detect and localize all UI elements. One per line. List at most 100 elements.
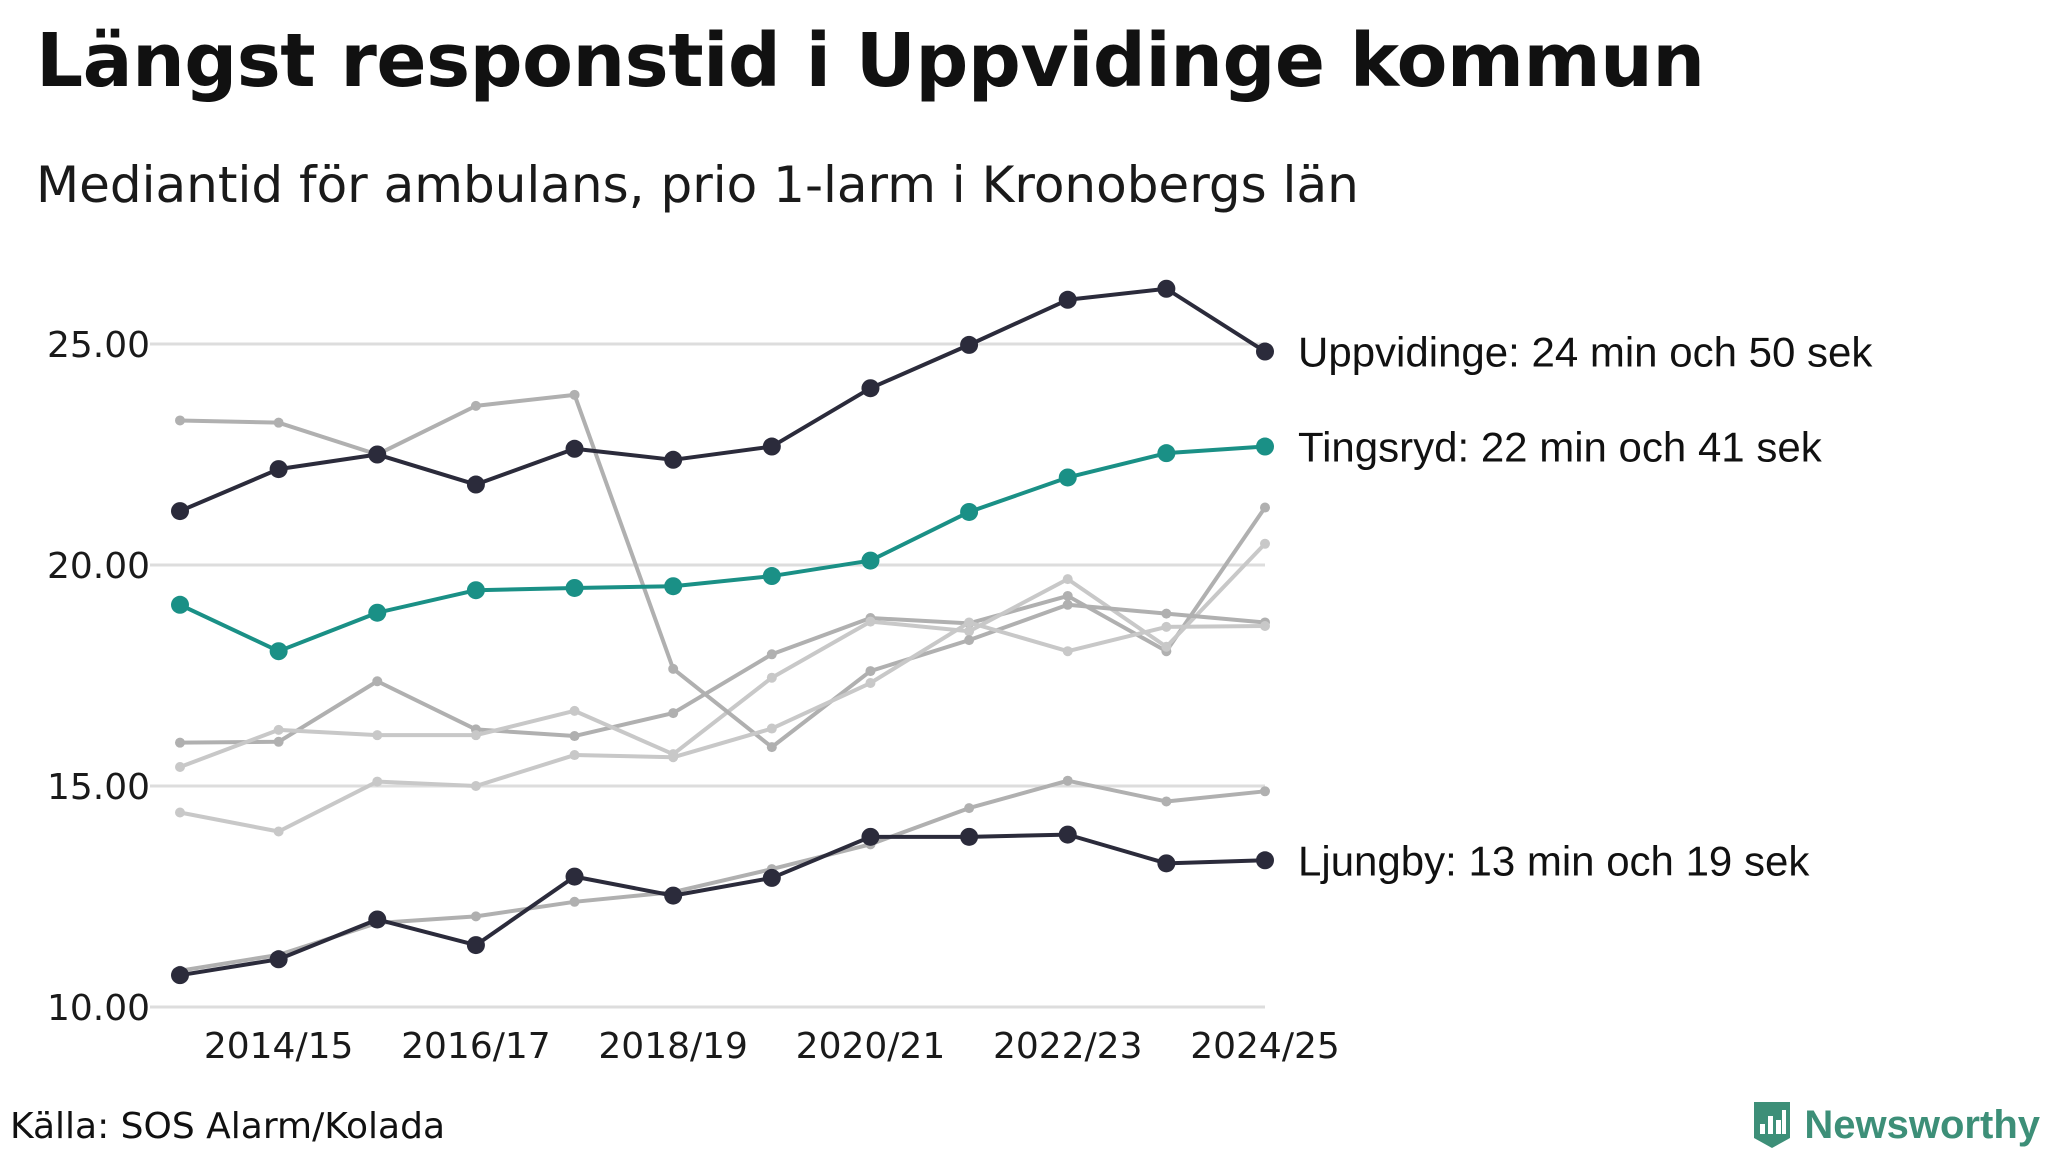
x-tick-label: 2014/15 xyxy=(204,1026,354,1067)
data-point xyxy=(466,475,485,494)
data-point xyxy=(766,742,777,753)
newsworthy-logo-icon xyxy=(1754,1102,1791,1148)
data-point xyxy=(1157,444,1176,463)
data-point xyxy=(175,807,185,818)
data-point xyxy=(372,776,383,787)
data-point xyxy=(1058,290,1077,309)
x-tick-label: 2018/19 xyxy=(598,1026,748,1067)
series-line xyxy=(179,620,1266,834)
x-tick-label: 2016/17 xyxy=(401,1026,551,1067)
series-uppvidinge xyxy=(171,279,1274,521)
data-point xyxy=(766,723,777,734)
data-point xyxy=(372,676,383,687)
series-övrig-kommun-3 xyxy=(175,389,1270,753)
data-point xyxy=(964,626,975,637)
data-point xyxy=(569,750,580,761)
data-point xyxy=(1260,502,1270,513)
data-point xyxy=(861,379,880,398)
data-point xyxy=(171,595,189,614)
data-point xyxy=(766,649,777,660)
data-point xyxy=(664,886,683,905)
highlight-series xyxy=(171,279,1274,985)
data-point xyxy=(466,936,485,955)
data-point xyxy=(664,577,683,596)
series-övrig-kommun-4 xyxy=(175,617,1270,837)
data-point xyxy=(470,400,481,411)
data-point xyxy=(466,581,485,600)
series-line xyxy=(179,392,1266,750)
series-övrig-kommun-1 xyxy=(175,502,1270,748)
data-point xyxy=(865,666,876,677)
brand-name: Newsworthy xyxy=(1804,1102,2040,1147)
data-point xyxy=(470,781,481,791)
data-point xyxy=(368,910,387,929)
chart-title: Längst responstid i Uppvidinge kommun xyxy=(36,18,1705,104)
data-point xyxy=(668,752,679,763)
data-point xyxy=(470,730,481,741)
y-tick-label: 20.00 xyxy=(47,546,150,587)
data-point xyxy=(1161,641,1172,652)
data-point xyxy=(1161,621,1172,632)
series-line xyxy=(179,286,1267,513)
y-tick-label: 10.00 xyxy=(47,988,150,1029)
series-labels: Uppvidinge: 24 min och 50 sek Tingsryd: 2… xyxy=(1298,329,1873,885)
series-tingsryd xyxy=(171,437,1274,661)
data-point xyxy=(175,737,185,748)
data-point xyxy=(569,705,580,716)
data-point xyxy=(865,616,876,627)
data-point xyxy=(273,826,284,837)
context-series xyxy=(175,389,1270,976)
data-point xyxy=(273,724,284,735)
data-point xyxy=(865,678,876,689)
data-point xyxy=(964,635,975,646)
data-point xyxy=(273,736,284,747)
data-point xyxy=(368,603,387,622)
data-point xyxy=(273,417,284,428)
data-point xyxy=(569,896,580,907)
data-point xyxy=(1058,468,1077,487)
series-line xyxy=(179,542,1267,769)
data-point xyxy=(269,642,288,661)
y-axis: 10.00 15.00 20.00 25.00 xyxy=(47,325,150,1029)
series-line xyxy=(179,444,1266,654)
data-point xyxy=(1260,538,1270,549)
data-point xyxy=(1062,775,1073,786)
series-end-label: Tingsryd: 22 min och 41 sek xyxy=(1298,424,1823,471)
x-tick-label: 2024/25 xyxy=(1190,1026,1340,1067)
data-point xyxy=(171,502,189,521)
x-tick-label: 2022/23 xyxy=(993,1026,1143,1067)
data-point xyxy=(1161,796,1172,807)
brand-logo[interactable]: Newsworthy xyxy=(1752,1100,2040,1150)
data-point xyxy=(368,445,387,464)
data-point xyxy=(470,911,481,922)
data-point xyxy=(569,731,580,742)
data-point xyxy=(861,827,880,846)
data-point xyxy=(372,730,383,741)
data-point xyxy=(171,966,189,985)
series-line xyxy=(179,778,1266,973)
data-point xyxy=(960,502,979,521)
data-point xyxy=(1062,599,1073,610)
source-note: Källa: SOS Alarm/Kolada xyxy=(10,1106,446,1147)
data-point xyxy=(269,460,288,479)
data-point xyxy=(1062,646,1073,657)
line-chart: 10.00 15.00 20.00 25.00 2014/15 2016/17 2018/… xyxy=(47,279,1873,1067)
data-point xyxy=(664,450,683,469)
series-ljungby xyxy=(171,825,1274,985)
data-point xyxy=(668,708,679,719)
x-tick-label: 2020/21 xyxy=(796,1026,946,1067)
y-tick-label: 15.00 xyxy=(47,767,150,808)
data-point xyxy=(1256,342,1274,361)
series-övrig-kommun-2 xyxy=(175,538,1270,772)
data-point xyxy=(1157,279,1176,298)
data-point xyxy=(960,827,979,846)
data-point xyxy=(762,567,781,586)
data-point xyxy=(762,868,781,887)
data-point xyxy=(569,389,580,400)
series-övrig-kommun-5 xyxy=(175,775,1270,976)
data-point xyxy=(1157,854,1176,873)
data-point xyxy=(1256,851,1274,870)
data-point xyxy=(565,867,584,886)
data-point xyxy=(1256,437,1274,456)
data-point xyxy=(565,578,584,597)
